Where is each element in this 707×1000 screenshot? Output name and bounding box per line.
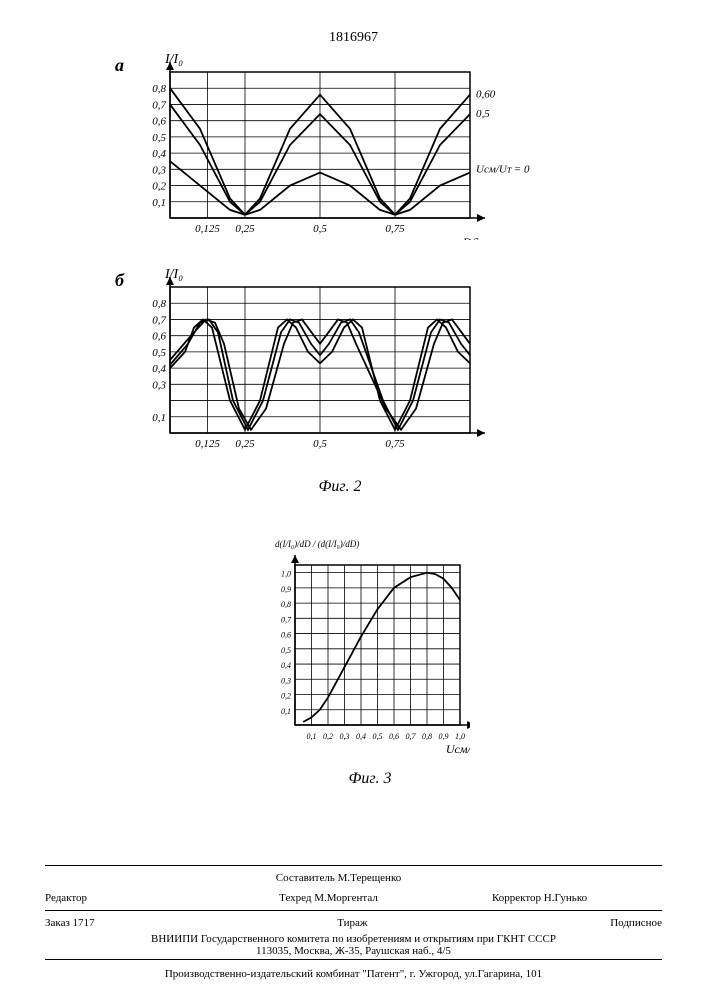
footer-row-1: Составитель М.Терещенко: [45, 868, 662, 888]
svg-text:0,6: 0,6: [152, 331, 166, 343]
footer-r1-right: [512, 872, 662, 884]
footer-line1: ВНИИПИ Государственного комитета по изоб…: [45, 933, 662, 945]
svg-text:0,125: 0,125: [195, 223, 220, 235]
svg-text:1,0: 1,0: [455, 732, 465, 741]
svg-text:0,4: 0,4: [356, 732, 366, 741]
svg-text:0,3: 0,3: [152, 164, 166, 176]
footer-tehred: Техред М.Моргентал: [279, 892, 378, 904]
svg-text:D/λₘ: D/λₘ: [462, 235, 488, 240]
svg-text:0,3: 0,3: [281, 676, 291, 685]
svg-text:0,9: 0,9: [281, 585, 291, 594]
footer-r1-left: [45, 872, 165, 884]
svg-text:Uсм/Uᴛ = 0,2: Uсм/Uᴛ = 0,2: [476, 163, 530, 175]
svg-text:0,8: 0,8: [281, 600, 291, 609]
footer-line2: 113035, Москва, Ж-35, Раушская наб., 4/5: [45, 945, 662, 957]
svg-text:0,125: 0,125: [195, 438, 220, 450]
footer-corrector: Корректор Н.Гунько: [492, 892, 662, 904]
svg-text:0,75: 0,75: [385, 223, 405, 235]
svg-text:0,8: 0,8: [152, 298, 166, 310]
footer-tirage: Тираж: [337, 917, 367, 929]
chart-b: б I/I₀ 0,1250,250,50,750,10,30,40,50,60,…: [130, 275, 530, 455]
svg-text:0,2: 0,2: [281, 692, 291, 701]
svg-text:0,2: 0,2: [152, 181, 166, 193]
svg-text:0,8: 0,8: [422, 732, 432, 741]
svg-text:0,6: 0,6: [281, 631, 291, 640]
panel-b-letter: б: [115, 270, 124, 291]
svg-text:0,1: 0,1: [152, 197, 166, 209]
chart-a-svg: 0,125 0,25 0,5 0,75 0,1 0,2 0,3 0,4 0,5 0,6 0,7 0,8…: [130, 60, 530, 240]
panel-a-letter: а: [115, 55, 124, 76]
svg-text:0,6: 0,6: [152, 116, 166, 128]
svg-text:0,3: 0,3: [340, 732, 350, 741]
footer-compiler: Составитель М.Терещенко: [276, 872, 401, 884]
svg-text:0,9: 0,9: [439, 732, 449, 741]
svg-text:0,7: 0,7: [152, 99, 166, 111]
svg-text:1,0: 1,0: [281, 570, 291, 579]
page-number: 1816967: [329, 30, 378, 46]
svg-text:0,1: 0,1: [281, 707, 291, 716]
svg-text:0,5: 0,5: [476, 108, 490, 120]
fig3-caption: Фиг. 3: [349, 770, 392, 788]
svg-text:0,5: 0,5: [313, 223, 327, 235]
svg-text:0,7: 0,7: [152, 314, 166, 326]
svg-text:Uсм/Uᴛ: Uсм/Uᴛ: [446, 742, 470, 755]
svg-text:0,7: 0,7: [406, 732, 417, 741]
footer-row-2: Редактор Техред М.Моргентал Корректор Н.…: [45, 888, 662, 908]
svg-text:0,60: 0,60: [476, 89, 496, 101]
fig2-caption: Фиг. 2: [319, 478, 362, 496]
svg-text:0,5: 0,5: [152, 132, 166, 144]
footer-editor: Редактор: [45, 892, 165, 904]
footer-block: Составитель М.Терещенко Редактор Техред …: [0, 863, 707, 1000]
svg-text:0,4: 0,4: [152, 148, 166, 160]
svg-text:0,25: 0,25: [235, 223, 255, 235]
svg-text:0,75: 0,75: [385, 438, 405, 450]
chart-a-ylabel: I/I₀: [165, 52, 183, 68]
footer-order: Заказ 1717: [45, 917, 95, 929]
svg-text:0,4: 0,4: [152, 363, 166, 375]
svg-text:0,3: 0,3: [152, 379, 166, 391]
svg-text:0,5: 0,5: [281, 646, 291, 655]
chart-c: 0,1 0,2 0,3 0,4 0,5 0,6 0,7 0,8 0,9 1,0 0,1 0,2 0,3 0…: [260, 535, 470, 755]
svg-text:d(I/I₀)/dD / (d(I/I₀)/dD): d(I/I₀)/dD / (d(I/I₀)/dD): [275, 539, 359, 549]
chart-b-ylabel: I/I₀: [165, 267, 183, 283]
chart-a: а I/I₀ 0,1250,250,50,750,10,20,30,40,50,…: [130, 60, 530, 240]
svg-text:0,5: 0,5: [152, 347, 166, 359]
svg-text:0,5: 0,5: [373, 732, 383, 741]
chart-b-svg: 0,125 0,25 0,5 0,75 0,1 0,3 0,4 0,5 0,6 0,7 0,8: [130, 275, 530, 455]
svg-text:0,2: 0,2: [323, 732, 333, 741]
svg-text:0,7: 0,7: [281, 615, 292, 624]
svg-text:0,25: 0,25: [235, 438, 255, 450]
footer-line3: Производственно-издательский комбинат "П…: [45, 962, 662, 1000]
svg-text:0,5: 0,5: [313, 438, 327, 450]
svg-text:0,1: 0,1: [307, 732, 317, 741]
svg-text:0,8: 0,8: [152, 83, 166, 95]
svg-text:0,1: 0,1: [152, 412, 166, 424]
footer-row-3: Заказ 1717 Тираж Подписное: [45, 913, 662, 933]
footer-subscription: Подписное: [610, 917, 662, 929]
svg-text:0,6: 0,6: [389, 732, 399, 741]
chart-c-svg: 0,1 0,2 0,3 0,4 0,5 0,6 0,7 0,8 0,9 1,0 0,1 0,2 0,3 0…: [260, 535, 470, 755]
svg-text:0,4: 0,4: [281, 661, 291, 670]
